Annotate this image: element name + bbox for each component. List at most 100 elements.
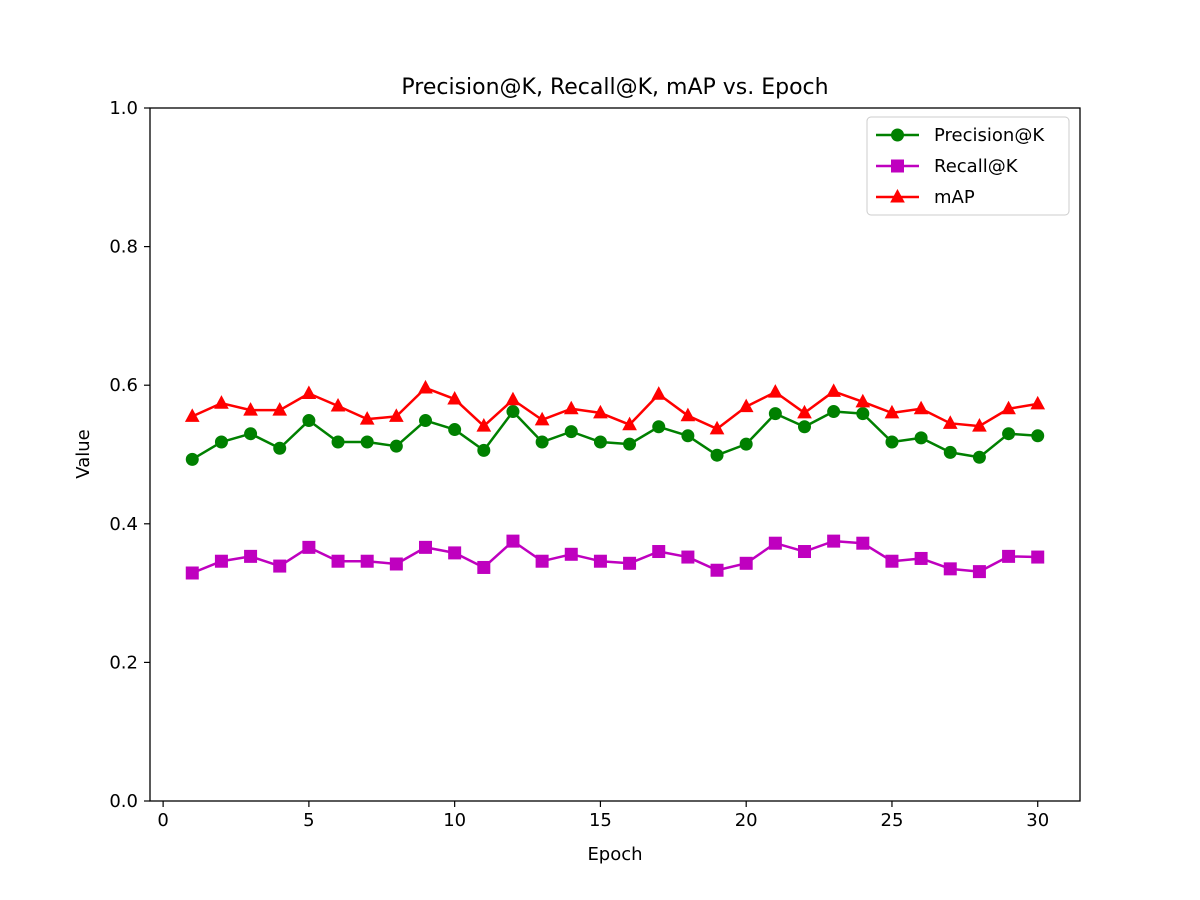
data-point	[476, 418, 492, 432]
data-point	[419, 414, 433, 428]
y-tick-label: 0.4	[109, 514, 138, 535]
data-point	[593, 435, 607, 449]
data-point	[389, 408, 404, 422]
data-point	[359, 411, 375, 425]
data-point	[680, 407, 696, 422]
data-point	[185, 566, 199, 580]
plot-area: 0 5 10 15 20 25 30 0.0 0.2 0.4 0.6 0.8 1.0	[109, 98, 1081, 831]
data-point	[652, 545, 666, 559]
y-tick-label: 0.2	[109, 652, 138, 673]
data-point	[739, 437, 753, 451]
data-point	[185, 452, 199, 466]
data-point	[972, 418, 987, 432]
data-point	[506, 405, 520, 419]
data-point	[855, 393, 871, 408]
data-point	[534, 411, 550, 426]
data-point	[448, 423, 462, 437]
legend-marker	[890, 188, 905, 203]
x-tick-label: 5	[303, 810, 314, 831]
legend-label: mAP	[934, 187, 975, 208]
data-point	[914, 431, 928, 445]
x-tick-label: 20	[735, 810, 758, 831]
data-point	[214, 554, 228, 568]
data-point	[419, 540, 433, 554]
data-point	[360, 554, 374, 568]
data-point	[184, 408, 200, 422]
data-point	[885, 554, 899, 568]
data-point	[768, 536, 782, 550]
data-point	[797, 545, 811, 559]
data-point	[652, 420, 666, 434]
series-line	[191, 386, 1038, 431]
legend-item: Precision@K	[876, 125, 1045, 146]
data-point	[1001, 400, 1016, 415]
y-tick-label: 0.6	[109, 375, 138, 396]
x-axis-label: Epoch	[587, 844, 642, 865]
data-point	[914, 551, 928, 565]
legend-marker	[891, 159, 904, 173]
data-point	[447, 391, 462, 405]
data-point	[943, 445, 957, 459]
data-point	[214, 395, 229, 409]
data-point	[1031, 550, 1045, 564]
data-point	[739, 556, 753, 570]
data-point	[244, 549, 258, 563]
data-point	[856, 536, 870, 550]
data-point	[563, 400, 579, 415]
legend-marker	[891, 128, 904, 142]
data-point	[389, 557, 403, 571]
y-axis-label: Value	[73, 429, 94, 478]
legend-label: Recall@K	[934, 156, 1019, 177]
data-point	[330, 397, 346, 412]
y-tick-label: 0.0	[109, 791, 138, 812]
data-point	[681, 550, 695, 564]
data-point	[243, 402, 258, 416]
data-point	[826, 383, 841, 397]
data-point	[331, 435, 345, 449]
data-point	[302, 414, 316, 428]
legend-item: mAP	[876, 187, 975, 208]
data-point	[389, 439, 403, 453]
data-point	[710, 448, 724, 462]
data-point	[418, 379, 433, 394]
data-point	[564, 425, 578, 439]
data-point	[651, 386, 667, 400]
data-point	[273, 441, 287, 455]
legend-box	[866, 116, 1070, 216]
data-point	[768, 384, 783, 398]
data-point	[1031, 429, 1045, 443]
data-point	[244, 427, 258, 441]
data-point	[972, 450, 986, 464]
data-point	[593, 554, 607, 568]
data-point	[738, 398, 754, 413]
data-point	[535, 554, 549, 568]
x-tick-label: 10	[443, 810, 466, 831]
data-point	[709, 420, 725, 435]
x-tick-label: 0	[157, 810, 168, 831]
data-point	[827, 405, 841, 419]
x-tick-label: 25	[881, 810, 904, 831]
data-point	[885, 435, 899, 449]
x-tick-label: 15	[589, 810, 612, 831]
data-point	[710, 563, 724, 577]
x-tick-label: 30	[1026, 810, 1049, 831]
data-point	[827, 534, 841, 548]
y-tick-label: 0.8	[109, 237, 138, 258]
series-recall-k	[185, 534, 1045, 580]
data-point	[623, 556, 637, 570]
data-point	[943, 562, 957, 576]
y-tick-label: 1.0	[109, 98, 138, 119]
legend-label: Precision@K	[934, 125, 1045, 146]
data-point	[942, 415, 958, 429]
data-point	[301, 385, 317, 400]
data-point	[302, 540, 316, 554]
data-point	[1002, 427, 1016, 441]
data-point	[913, 400, 929, 415]
data-point	[622, 416, 637, 431]
chart-title: Precision@K, Recall@K, mAP vs. Epoch	[401, 75, 828, 100]
data-point	[856, 407, 870, 421]
data-point	[272, 402, 288, 416]
legend: Precision@K Recall@K mAP	[866, 116, 1070, 216]
